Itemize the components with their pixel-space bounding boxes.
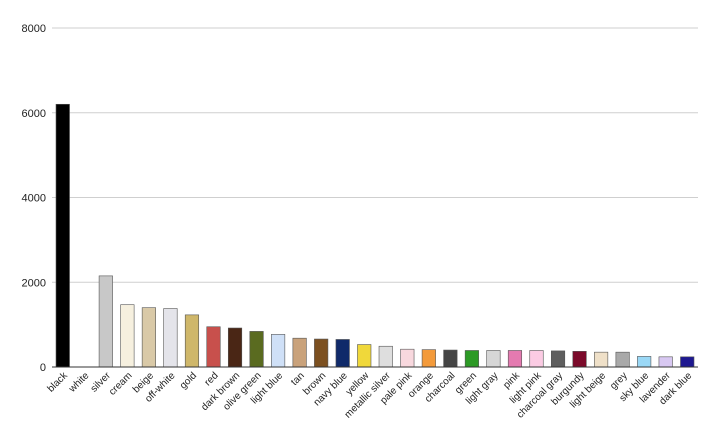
bar-metallic-silver: [378, 345, 393, 368]
y-tick-label: 2000: [22, 277, 46, 289]
bar-light-blue: [271, 334, 286, 368]
bar-olive-green: [249, 331, 264, 368]
gridlines: [52, 27, 698, 283]
x-category-label: tan: [289, 370, 307, 388]
x-category-label: black: [46, 370, 71, 395]
bar-silver: [98, 275, 113, 368]
bar-red: [206, 326, 221, 368]
bar-light-pink: [529, 350, 544, 368]
bar-light-gray: [486, 350, 501, 368]
y-tick-label: 0: [40, 362, 46, 374]
bar-tan: [292, 337, 307, 368]
bar-yellow: [357, 344, 372, 368]
bar-gold: [184, 314, 200, 368]
bar-sky-blue: [637, 356, 652, 368]
bar-cream: [120, 304, 135, 368]
y-axis-tick-labels: 0 2000 4000 6000 8000: [22, 23, 46, 374]
bar-green: [464, 350, 479, 368]
x-category-label: white: [66, 370, 91, 395]
bar-dark-brown: [227, 327, 243, 368]
bar-lavender: [658, 356, 673, 368]
bar-beige: [141, 307, 156, 368]
bar-pale-pink: [400, 348, 415, 368]
bar-pink: [507, 350, 523, 368]
bar-off-white: [163, 308, 178, 368]
y-tick-label: 8000: [22, 23, 46, 35]
bar-navy-blue: [335, 339, 350, 368]
y-tick-label: 6000: [22, 108, 46, 120]
bar-burgundy: [572, 351, 587, 368]
bar-black: [55, 103, 70, 368]
bars: [55, 103, 695, 368]
bar-orange: [421, 349, 436, 368]
bar-dark-blue: [680, 356, 695, 368]
y-tick-label: 4000: [22, 193, 46, 205]
x-category-label: gold: [178, 370, 199, 391]
bar-brown: [314, 338, 329, 368]
x-category-label: cream: [107, 370, 134, 397]
bar-charcoal-gray: [550, 350, 566, 368]
bar-light-beige: [594, 351, 609, 368]
bar-charcoal: [443, 349, 458, 368]
bar-grey: [615, 351, 630, 368]
